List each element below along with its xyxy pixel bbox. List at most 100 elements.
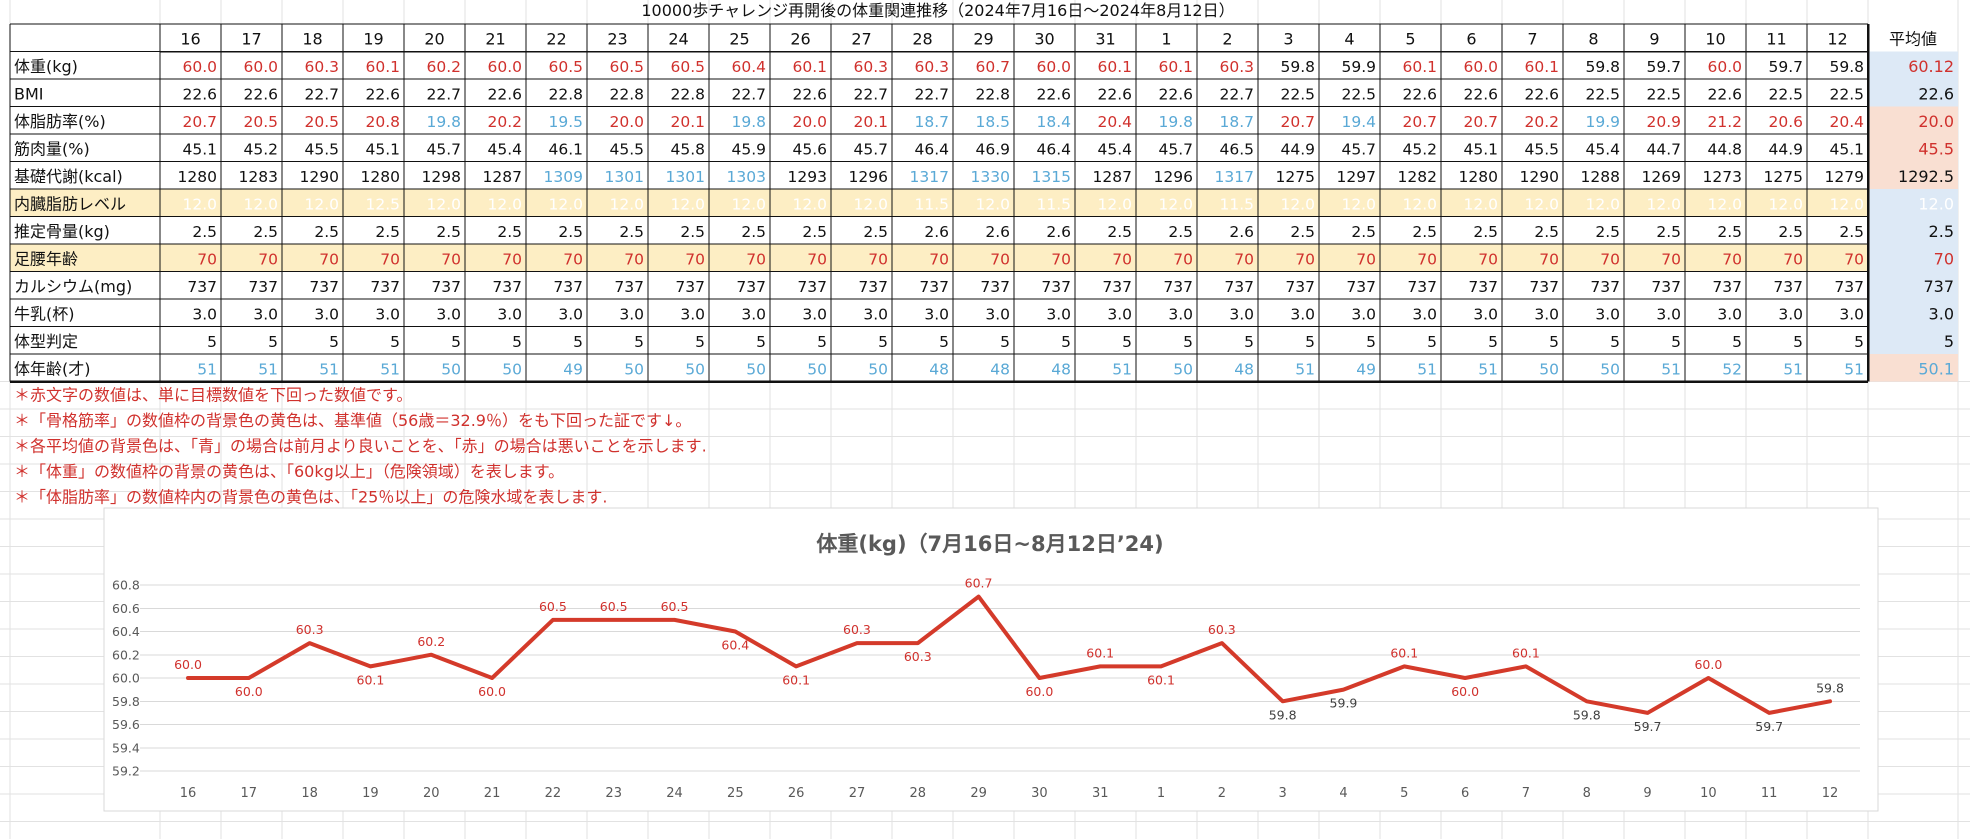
table-cell[interactable]: 50 <box>807 361 827 379</box>
day-header[interactable]: 16 <box>180 30 200 49</box>
day-header[interactable]: 29 <box>973 30 993 49</box>
table-cell[interactable]: 44.8 <box>1707 141 1742 159</box>
table-cell[interactable]: 18.4 <box>1036 113 1071 131</box>
table-cell[interactable]: 1273 <box>1703 168 1742 186</box>
table-cell[interactable]: 2.5 <box>1656 223 1681 241</box>
table-cell[interactable]: 22.8 <box>975 86 1010 104</box>
table-cell[interactable]: 22.6 <box>1402 86 1437 104</box>
table-cell[interactable]: 70 <box>1661 251 1681 269</box>
table-cell[interactable]: 50 <box>685 361 705 379</box>
table-cell[interactable]: 1282 <box>1398 168 1437 186</box>
table-cell[interactable]: 22.8 <box>548 86 583 104</box>
table-cell[interactable]: 5 <box>329 333 339 351</box>
table-cell[interactable]: 48 <box>1234 361 1254 379</box>
table-cell[interactable]: 3.0 <box>802 306 827 324</box>
table-cell[interactable]: 12.0 <box>1768 196 1803 214</box>
table-cell[interactable]: 70 <box>258 251 278 269</box>
day-header[interactable]: 30 <box>1034 30 1054 49</box>
table-cell[interactable]: 737 <box>1834 278 1864 296</box>
day-header[interactable]: 24 <box>668 30 688 49</box>
day-header[interactable]: 3 <box>1283 30 1293 49</box>
table-cell[interactable]: 1287 <box>1093 168 1132 186</box>
table-cell[interactable]: 3.0 <box>1778 306 1803 324</box>
table-cell[interactable]: 2.5 <box>192 223 217 241</box>
table-cell[interactable]: 60.1 <box>792 58 827 76</box>
table-cell[interactable]: 60.7 <box>975 58 1010 76</box>
table-cell[interactable]: 45.7 <box>426 141 461 159</box>
table-cell[interactable]: 2.5 <box>1351 223 1376 241</box>
table-cell[interactable]: 20.6 <box>1768 113 1803 131</box>
table-cell[interactable]: 20.7 <box>1402 113 1437 131</box>
day-header[interactable]: 27 <box>851 30 871 49</box>
avg-cell[interactable]: 12.0 <box>1918 195 1954 214</box>
table-cell[interactable]: 51 <box>1661 361 1681 379</box>
table-cell[interactable]: 737 <box>1163 278 1193 296</box>
day-header[interactable]: 2 <box>1222 30 1232 49</box>
table-cell[interactable]: 3.0 <box>1412 306 1437 324</box>
table-cell[interactable]: 2.5 <box>1717 223 1742 241</box>
table-cell[interactable]: 60.3 <box>1219 58 1254 76</box>
table-cell[interactable]: 737 <box>1041 278 1071 296</box>
table-cell[interactable]: 70 <box>685 251 705 269</box>
table-cell[interactable]: 20.9 <box>1646 113 1681 131</box>
table-cell[interactable]: 737 <box>919 278 949 296</box>
table-cell[interactable]: 44.7 <box>1646 141 1681 159</box>
table-cell[interactable]: 12.0 <box>792 196 827 214</box>
table-cell[interactable]: 70 <box>197 251 217 269</box>
table-cell[interactable]: 60.1 <box>1524 58 1559 76</box>
table-cell[interactable]: 49 <box>563 361 583 379</box>
table-cell[interactable]: 5 <box>756 333 766 351</box>
day-header[interactable]: 18 <box>302 30 322 49</box>
row-label[interactable]: 推定骨量(kg) <box>14 222 110 241</box>
table-cell[interactable]: 22.7 <box>426 86 461 104</box>
table-cell[interactable]: 45.1 <box>1463 141 1498 159</box>
table-cell[interactable]: 12.0 <box>1402 196 1437 214</box>
row-label[interactable]: BMI <box>14 85 44 104</box>
table-cell[interactable]: 3.0 <box>375 306 400 324</box>
table-cell[interactable]: 60.0 <box>243 58 278 76</box>
day-header[interactable]: 28 <box>912 30 932 49</box>
table-cell[interactable]: 50 <box>868 361 888 379</box>
table-cell[interactable]: 2.5 <box>497 223 522 241</box>
table-cell[interactable]: 3.0 <box>1717 306 1742 324</box>
table-cell[interactable]: 45.9 <box>731 141 766 159</box>
table-cell[interactable]: 737 <box>980 278 1010 296</box>
table-cell[interactable]: 5 <box>878 333 888 351</box>
table-cell[interactable]: 51 <box>1783 361 1803 379</box>
table-cell[interactable]: 22.5 <box>1341 86 1376 104</box>
day-header[interactable]: 20 <box>424 30 444 49</box>
table-cell[interactable]: 20.0 <box>792 113 827 131</box>
table-cell[interactable]: 1309 <box>544 168 583 186</box>
table-cell[interactable]: 50 <box>1173 361 1193 379</box>
table-cell[interactable]: 45.1 <box>365 141 400 159</box>
table-cell[interactable]: 3.0 <box>680 306 705 324</box>
table-cell[interactable]: 737 <box>675 278 705 296</box>
table-cell[interactable]: 60.1 <box>365 58 400 76</box>
table-cell[interactable]: 11.5 <box>1219 196 1254 214</box>
avg-cell[interactable]: 50.1 <box>1918 360 1954 379</box>
table-cell[interactable]: 5 <box>1122 333 1132 351</box>
table-cell[interactable]: 19.4 <box>1341 113 1376 131</box>
table-cell[interactable]: 5 <box>1427 333 1437 351</box>
table-cell[interactable]: 45.2 <box>1402 141 1437 159</box>
table-cell[interactable]: 12.5 <box>365 196 400 214</box>
table-cell[interactable]: 45.5 <box>304 141 339 159</box>
table-cell[interactable]: 12.0 <box>975 196 1010 214</box>
table-cell[interactable]: 5 <box>634 333 644 351</box>
table-cell[interactable]: 70 <box>1051 251 1071 269</box>
table-cell[interactable]: 12.0 <box>670 196 705 214</box>
table-cell[interactable]: 5 <box>207 333 217 351</box>
day-header[interactable]: 21 <box>485 30 505 49</box>
table-cell[interactable]: 3.0 <box>253 306 278 324</box>
table-cell[interactable]: 60.2 <box>426 58 461 76</box>
table-cell[interactable]: 45.6 <box>792 141 827 159</box>
table-cell[interactable]: 45.5 <box>609 141 644 159</box>
table-cell[interactable]: 59.7 <box>1646 58 1681 76</box>
table-cell[interactable]: 22.8 <box>609 86 644 104</box>
table-cell[interactable]: 59.8 <box>1280 58 1315 76</box>
table-cell[interactable]: 70 <box>1234 251 1254 269</box>
avg-cell[interactable]: 1292.5 <box>1898 167 1954 186</box>
table-cell[interactable]: 5 <box>1671 333 1681 351</box>
table-cell[interactable]: 1317 <box>1215 168 1254 186</box>
table-cell[interactable]: 1301 <box>666 168 705 186</box>
